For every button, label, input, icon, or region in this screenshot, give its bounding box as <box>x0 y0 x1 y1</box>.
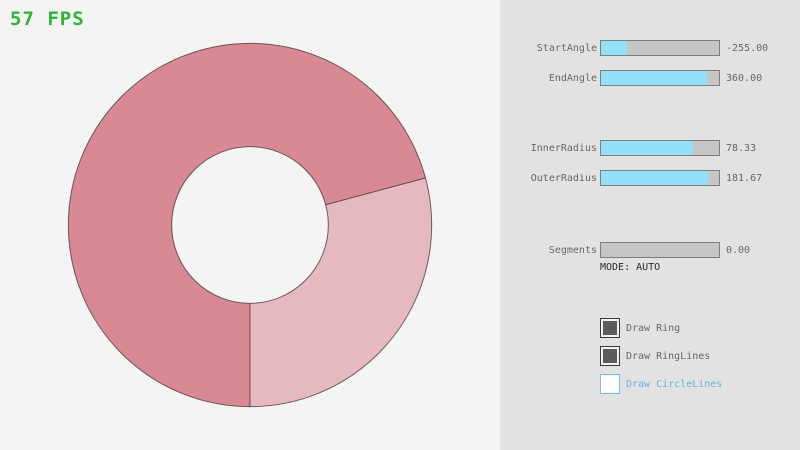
start-angle-slider[interactable]: StartAngle -255.00 <box>537 40 768 56</box>
draw-ring-checkmark <box>603 321 617 335</box>
outer-radius-slider[interactable]: OuterRadius 181.67 <box>531 170 762 186</box>
ring-canvas <box>67 42 433 408</box>
ring-lines <box>67 42 433 408</box>
inner-radius-value: 78.33 <box>726 143 757 154</box>
draw-ringlines-checkmark <box>603 349 617 363</box>
segments-label: Segments <box>548 245 597 256</box>
ring-light-sector <box>250 177 432 407</box>
draw-ringlines-checkbox[interactable] <box>600 346 620 366</box>
outer-radius-slider-fill <box>601 171 709 185</box>
start-angle-slider-fill <box>601 41 627 55</box>
draw-ring-label: Draw Ring <box>626 323 681 334</box>
inner-radius-slider[interactable]: InnerRadius 78.33 <box>531 140 756 156</box>
inner-radius-slider-fill <box>601 141 694 155</box>
fps-counter: 57 FPS <box>10 8 85 30</box>
outer-radius-label: OuterRadius <box>530 173 597 184</box>
segments-mode-text: MODE: AUTO <box>600 262 661 273</box>
start-angle-value: -255.00 <box>726 43 769 54</box>
end-angle-value: 360.00 <box>726 73 763 84</box>
inner-radius-label: InnerRadius <box>530 143 597 154</box>
draw-ring-checkbox[interactable] <box>600 318 620 338</box>
draw-circlelines-label: Draw CircleLines <box>626 379 723 390</box>
draw-circlelines-checkbox[interactable] <box>600 374 620 394</box>
segments-slider[interactable]: Segments 0.00 <box>549 242 750 258</box>
start-angle-label: StartAngle <box>536 43 597 54</box>
draw-ringlines-label: Draw RingLines <box>626 351 711 362</box>
end-angle-label: EndAngle <box>548 73 597 84</box>
segments-value: 0.00 <box>726 245 751 256</box>
outer-radius-value: 181.67 <box>726 173 763 184</box>
end-angle-slider-fill <box>601 71 708 85</box>
ring-hole <box>171 146 329 304</box>
end-angle-slider[interactable]: EndAngle 360.00 <box>549 70 762 86</box>
controls-panel: StartAngle -255.00 EndAngle 360.00 Inner… <box>500 0 800 450</box>
